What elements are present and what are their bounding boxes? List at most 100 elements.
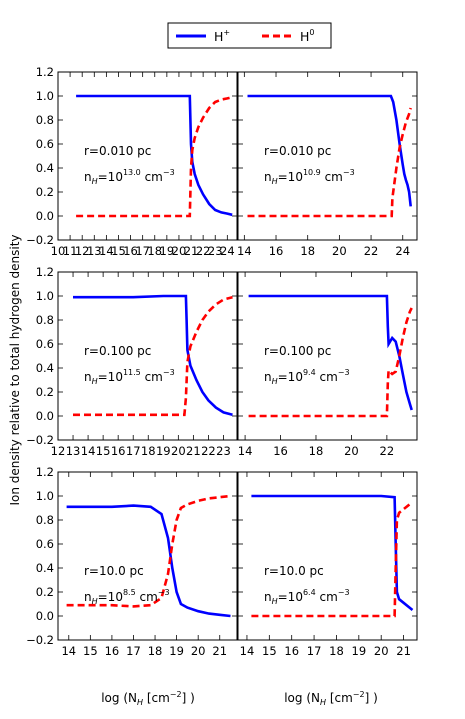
- y-tick-label: 0.6: [36, 137, 54, 151]
- panel-frame: [57, 71, 238, 241]
- x-tick-label: 18: [147, 244, 162, 258]
- x-tick-label: 20: [171, 444, 186, 458]
- x-tick-label: 18: [141, 444, 156, 458]
- panel-0: −0.20.00.20.40.60.81.01.2101112131415161…: [26, 65, 238, 258]
- x-tick-label: 21: [212, 644, 227, 658]
- panel-2: −0.2 0.0 0.2 0.4 0.6 0.8 1.0 1.2 12 13 14 15 16 17 18 1…: [26, 265, 238, 458]
- x-tick-label: 15: [96, 444, 111, 458]
- x-tick-label: 22: [364, 244, 379, 258]
- y-tick-label: 0.4: [36, 561, 54, 575]
- panel-3: 14 16 18 20 22 r=0.100 pc nH=109.4 cm−3: [237, 271, 418, 458]
- x-tick-label: 15: [111, 244, 126, 258]
- y-tick-label: 0.0: [36, 609, 54, 623]
- x-tick-label: 18: [309, 444, 324, 458]
- x-tick-label: 12: [75, 244, 90, 258]
- density-label: nH=1013.0 cm−3: [84, 168, 175, 186]
- x-axis-label-right: log (NH [cm−2] ): [284, 690, 378, 707]
- panel-frame: [57, 471, 238, 641]
- density-label: nH=106.4 cm−3: [264, 588, 350, 606]
- x-tick-label: 14: [61, 644, 76, 658]
- panel-4: −0.2 0.0 0.2 0.4 0.6 0.8 1.0 1.2 14 15 16 17 18 19 20 2…: [26, 465, 238, 658]
- h-zero-line-panel-0: [76, 95, 233, 218]
- x-tick-label: 24: [220, 244, 235, 258]
- y-tick-label: 0.8: [36, 113, 54, 127]
- x-tick-label: 15: [262, 644, 277, 658]
- y-tick-label: 0.4: [36, 361, 54, 375]
- x-tick-label: 17: [307, 644, 322, 658]
- radius-label: r=0.010 pc: [84, 144, 151, 158]
- y-tick-label: 0.2: [36, 585, 54, 599]
- x-tick-label: 14: [237, 244, 252, 258]
- x-tick-label: 16: [269, 244, 284, 258]
- legend: H+ H0: [167, 22, 332, 49]
- x-tick-label: 24: [395, 244, 410, 258]
- y-tick-label: 1.2: [36, 65, 54, 79]
- panel-frame: [57, 271, 238, 441]
- x-axis-label-left: log (NH [cm−2] ): [101, 690, 195, 707]
- radius-label: r=0.100 pc: [84, 344, 151, 358]
- h-plus-line-panel-3: [248, 294, 413, 411]
- legend-label-h-zero: H0: [300, 28, 315, 44]
- x-tick-label: 21: [184, 244, 199, 258]
- x-tick-label: 23: [208, 244, 223, 258]
- radius-label: r=0.010 pc: [264, 144, 331, 158]
- x-tick-label: 20: [191, 644, 206, 658]
- panels: −0.20.00.20.40.60.81.01.2101112131415161…: [26, 65, 418, 658]
- y-tick-label: 1.2: [36, 265, 54, 279]
- y-tick-label: 1.2: [36, 465, 54, 479]
- y-tick-label: 0.0: [36, 209, 54, 223]
- h-zero-line-panel-2: [73, 295, 233, 417]
- y-tick-label: 1.0: [36, 89, 54, 103]
- x-tick-label: 21: [186, 444, 201, 458]
- h-zero-line-panel-1: [247, 107, 412, 218]
- x-tick-label: 22: [201, 444, 216, 458]
- x-tick-label: 13: [87, 244, 102, 258]
- y-axis-label: Ion density relative to total hydrogen d…: [8, 234, 22, 505]
- h-plus-line-panel-0: [76, 94, 233, 217]
- y-tick-label: 1.0: [36, 289, 54, 303]
- x-tick-label: 20: [172, 244, 187, 258]
- x-tick-label: 20: [344, 444, 359, 458]
- x-tick-label: 22: [380, 444, 395, 458]
- x-tick-label: 21: [396, 644, 411, 658]
- x-tick-label: 13: [66, 444, 81, 458]
- x-tick-label: 19: [156, 444, 171, 458]
- density-label: nH=1011.5 cm−3: [84, 368, 175, 386]
- panel-frame: [237, 71, 418, 241]
- h-plus-line-panel-1: [247, 94, 412, 207]
- y-tick-label: −0.2: [26, 233, 54, 247]
- y-tick-label: 0.8: [36, 513, 54, 527]
- x-tick-label: 18: [148, 644, 163, 658]
- y-tick-label: 0.6: [36, 537, 54, 551]
- panel-5: 14 15 16 17 18 19 20 21 r=10.0 pc nH=106.4 cm−3: [237, 471, 418, 658]
- panel-frame: [237, 471, 418, 641]
- panel-1: 14 16 18 20 22 24 r=0.010 pc nH=1010.9 cm−3: [237, 71, 418, 258]
- x-tick-label: 17: [135, 244, 150, 258]
- x-tick-label: 20: [374, 644, 389, 658]
- radius-label: r=0.100 pc: [264, 344, 331, 358]
- x-tick-label: 11: [63, 244, 78, 258]
- x-tick-label: 20: [332, 244, 347, 258]
- h-zero-line-panel-5: [251, 500, 414, 618]
- x-tick-label: 16: [111, 444, 126, 458]
- y-tick-label: 0.0: [36, 409, 54, 423]
- x-tick-label: 14: [81, 444, 96, 458]
- density-label: nH=109.4 cm−3: [264, 368, 350, 386]
- x-tick-label: 16: [284, 644, 299, 658]
- x-tick-label: 17: [126, 444, 141, 458]
- y-tick-label: 0.2: [36, 185, 54, 199]
- h-plus-line-panel-4: [66, 504, 231, 618]
- radius-label: r=10.0 pc: [264, 564, 324, 578]
- x-tick-label: 23: [216, 444, 231, 458]
- h-zero-line-panel-3: [248, 307, 413, 418]
- y-tick-label: −0.2: [26, 633, 54, 647]
- y-tick-label: 0.2: [36, 385, 54, 399]
- x-tick-label: 16: [273, 444, 288, 458]
- x-tick-label: 16: [123, 244, 138, 258]
- panel-frame: [237, 271, 418, 441]
- x-tick-label: 19: [169, 644, 184, 658]
- h-zero-line-panel-4: [66, 494, 231, 608]
- x-tick-label: 17: [126, 644, 141, 658]
- x-tick-label: 16: [105, 644, 120, 658]
